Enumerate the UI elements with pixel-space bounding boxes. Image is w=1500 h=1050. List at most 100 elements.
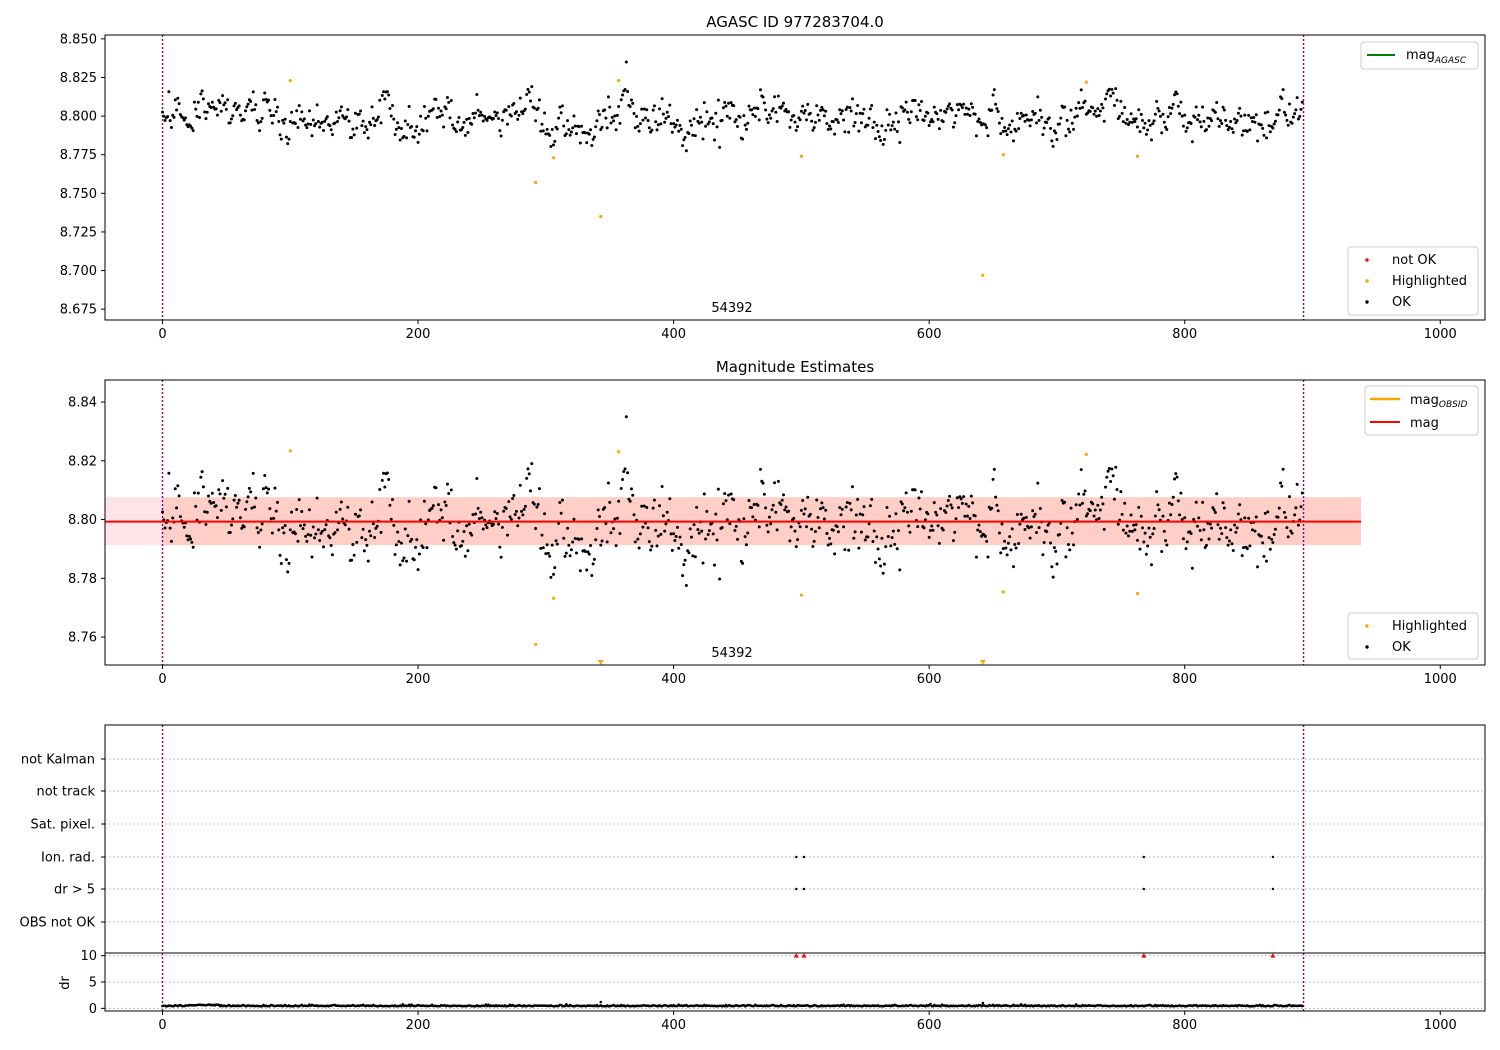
- ok-point: [1173, 93, 1176, 97]
- ok-point: [668, 103, 672, 107]
- dr-clipped-marker: [801, 953, 807, 958]
- ok-point: [1178, 513, 1182, 517]
- ok-point: [714, 512, 718, 516]
- ok-point: [516, 117, 520, 121]
- ok-point: [583, 550, 587, 554]
- ok-point: [1000, 116, 1004, 120]
- ok-point: [176, 96, 180, 100]
- ok-point: [388, 503, 392, 507]
- ok-point: [927, 123, 931, 127]
- ok-point: [462, 120, 466, 124]
- ok-point: [1162, 529, 1166, 533]
- ok-point: [231, 517, 235, 521]
- ok-point: [1006, 127, 1010, 131]
- ok-point: [258, 545, 262, 549]
- ok-point: [226, 98, 230, 102]
- ok-point: [578, 141, 582, 145]
- ok-point: [631, 493, 635, 497]
- ok-point: [293, 532, 297, 536]
- ok-point: [848, 106, 852, 110]
- ok-point: [914, 115, 918, 119]
- ok-point: [1063, 105, 1067, 109]
- ok-point: [884, 128, 888, 132]
- ok-point: [238, 113, 242, 117]
- ok-point: [782, 101, 785, 105]
- ok-point: [347, 527, 351, 531]
- ok-point: [380, 478, 384, 482]
- ok-point: [456, 529, 460, 533]
- ok-point: [767, 113, 771, 117]
- ok-point: [250, 506, 254, 510]
- ok-point: [537, 98, 541, 102]
- ok-point: [1192, 517, 1196, 521]
- ok-point: [460, 544, 463, 548]
- ok-point: [1181, 537, 1185, 541]
- ok-point: [808, 111, 812, 115]
- ok-point: [494, 114, 498, 118]
- ok-point: [283, 523, 287, 527]
- ok-point: [199, 92, 203, 96]
- ok-point: [254, 496, 258, 500]
- ok-point: [585, 568, 589, 572]
- ok-point: [1147, 526, 1151, 530]
- ok-point: [442, 538, 446, 542]
- ok-point: [1268, 547, 1272, 551]
- ok-point: [279, 137, 283, 141]
- ok-point: [1152, 119, 1156, 123]
- ok-point: [875, 535, 879, 539]
- ok-point: [1144, 552, 1148, 556]
- ok-point: [1116, 522, 1120, 526]
- ok-point: [725, 114, 729, 118]
- ok-point: [765, 523, 769, 527]
- ok-point: [747, 104, 751, 108]
- ok-point: [881, 571, 885, 575]
- ok-point: [960, 501, 964, 505]
- ok-point: [923, 518, 927, 522]
- ok-point: [405, 559, 409, 563]
- ok-point: [647, 540, 651, 544]
- ok-point: [1280, 484, 1284, 488]
- ok-point: [382, 90, 386, 94]
- ok-point: [1273, 119, 1277, 123]
- ok-point: [608, 105, 612, 109]
- ok-point: [1024, 515, 1028, 519]
- ok-point: [569, 548, 573, 552]
- ok-point: [983, 123, 987, 127]
- ok-point: [711, 532, 715, 536]
- ok-point: [483, 114, 486, 118]
- ok-point: [655, 128, 659, 132]
- ok-point: [290, 110, 294, 114]
- ok-point: [1105, 475, 1109, 479]
- ok-point: [1084, 514, 1088, 518]
- ok-point: [163, 526, 167, 530]
- ok-point: [820, 105, 824, 109]
- ok-point: [352, 553, 356, 557]
- ok-point: [704, 537, 708, 541]
- panel2-title: Magnitude Estimates: [716, 358, 874, 376]
- ok-point: [874, 561, 877, 565]
- ok-point: [1245, 547, 1249, 551]
- ok-point: [163, 119, 167, 123]
- ok-point: [598, 515, 601, 519]
- ok-point: [264, 97, 268, 101]
- ok-point: [1081, 501, 1084, 505]
- ok-point: [854, 112, 858, 116]
- ok-point: [757, 525, 761, 529]
- ok-point: [619, 98, 623, 102]
- ok-point: [932, 105, 936, 109]
- ok-point: [828, 124, 831, 128]
- ok-point: [219, 508, 223, 512]
- ok-point: [1150, 138, 1153, 142]
- ok-point: [1121, 528, 1125, 532]
- ok-point: [494, 517, 498, 521]
- ok-point: [613, 114, 617, 118]
- ok-point: [1216, 523, 1220, 527]
- ok-point: [1069, 108, 1073, 112]
- y-tick-label: 8.775: [60, 148, 97, 163]
- ok-point: [286, 142, 290, 146]
- ok-point: [1207, 537, 1211, 541]
- ok-point: [1231, 548, 1235, 552]
- ok-point: [632, 112, 636, 116]
- ok-point: [453, 543, 457, 547]
